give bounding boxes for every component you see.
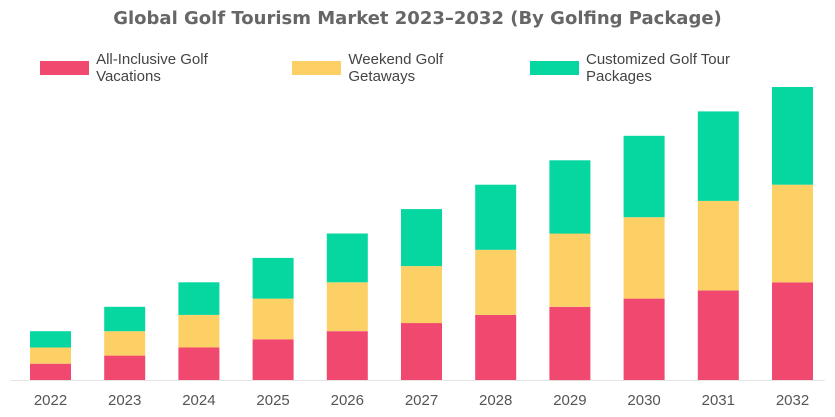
bar-segment-2026-series-0 [326,331,368,380]
bar-segment-2023-series-1 [104,331,146,356]
x-tick-label: 2027 [405,392,438,409]
bar-segment-2023-series-0 [104,355,146,380]
bar-segment-2023-series-2 [104,306,146,332]
bar-segment-2022-series-1 [30,347,71,364]
legend-label: Customized Golf Tour Packages [585,51,730,85]
bar-segment-2031-series-0 [697,290,739,380]
x-tick-label: 2030 [627,392,660,409]
x-tick-label: 2028 [479,392,512,409]
bar-segment-2026-series-1 [326,282,368,332]
bar-segment-2028-series-1 [475,249,517,315]
x-tick-label: 2026 [331,392,364,409]
legend-swatch [292,61,342,75]
bar-segment-2026-series-2 [326,233,368,283]
x-tick-label: 2025 [256,392,289,409]
bar-segment-2027-series-1 [401,266,442,324]
legend-label: Weekend Golf Getaways [348,51,444,85]
legend-swatch [529,61,579,75]
bar-segment-2031-series-2 [697,111,739,201]
bar-segment-2025-series-0 [252,339,294,380]
legend: All-Inclusive Golf Vacations Weekend Gol… [40,51,815,85]
bar-segment-2028-series-2 [475,184,517,250]
bar-segment-2024-series-2 [178,282,220,315]
legend-label: All-Inclusive Golf Vacations [96,51,208,85]
x-tick-label: 2031 [702,392,735,409]
x-tick-label: 2023 [108,392,141,409]
bar-segment-2029-series-2 [549,160,591,234]
chart-title: Global Golf Tourism Market 2023–2032 (By… [113,8,722,29]
bar-segment-2027-series-0 [401,323,442,380]
bar-segment-2024-series-0 [178,347,220,380]
bar-segment-2032-series-0 [772,282,813,380]
bar-segment-2030-series-0 [623,298,665,380]
legend-item-weekend: Weekend Golf Getaways [292,51,511,85]
bar-segment-2025-series-1 [252,298,294,340]
bar-segment-2032-series-2 [772,87,813,185]
legend-item-all-inclusive: All-Inclusive Golf Vacations [40,51,273,85]
bar-segment-2030-series-1 [623,217,665,299]
bar-segment-2029-series-1 [549,233,591,307]
bar-segment-2030-series-2 [623,135,665,218]
bar-segment-2028-series-0 [475,314,517,380]
bar-segment-2031-series-1 [697,200,739,291]
bar-segment-2022-series-2 [30,331,71,348]
x-tick-label: 2029 [553,392,586,409]
legend-item-customized: Customized Golf Tour Packages [529,51,796,85]
bar-segment-2032-series-1 [772,184,813,283]
x-tick-label: 2032 [776,392,809,409]
bar-segment-2027-series-2 [401,209,442,267]
bar-segment-2024-series-1 [178,314,220,348]
x-tick-label: 2024 [182,392,215,409]
bar-segment-2029-series-0 [549,306,591,381]
bar-segment-2022-series-0 [30,363,71,380]
x-tick-label: 2022 [34,392,67,409]
bar-segment-2025-series-2 [252,257,294,299]
legend-swatch [40,61,90,75]
